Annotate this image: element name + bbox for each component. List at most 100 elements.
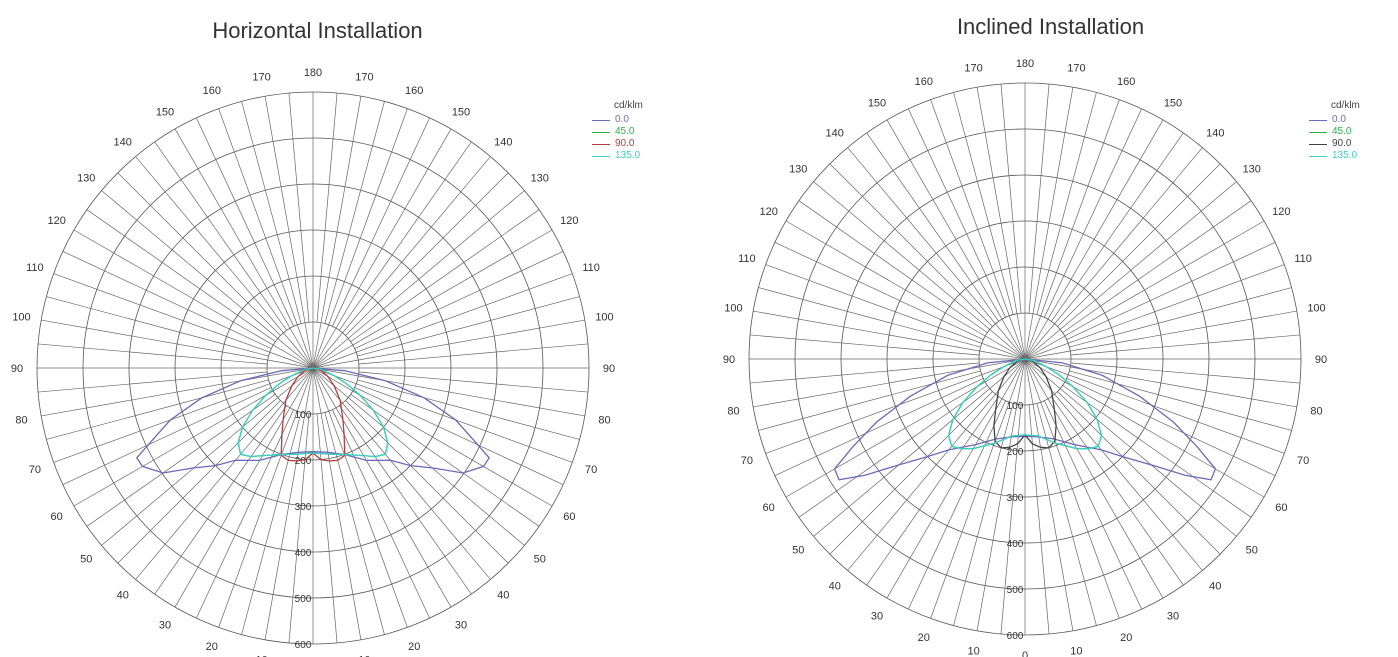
grid-spoke bbox=[312, 96, 362, 369]
grid-spoke bbox=[62, 251, 272, 349]
angle-tick-label: 60 bbox=[763, 502, 775, 514]
angle-tick-label: 120 bbox=[759, 206, 777, 218]
grid-spoke bbox=[345, 172, 509, 336]
grid-spoke bbox=[174, 367, 314, 608]
grid-spoke bbox=[312, 319, 585, 369]
angle-tick-label: 130 bbox=[77, 173, 95, 185]
legend-item: 90.0 bbox=[1309, 138, 1360, 150]
legend-label: 0.0 bbox=[615, 114, 629, 125]
grid-spoke bbox=[41, 319, 314, 369]
grid-spoke bbox=[750, 334, 980, 356]
angle-tick-label: 90 bbox=[603, 363, 615, 375]
grid-spoke bbox=[53, 273, 314, 369]
grid-spoke bbox=[218, 108, 314, 369]
grid-spoke bbox=[312, 273, 573, 369]
grid-spoke bbox=[358, 371, 588, 393]
angle-tick-label: 40 bbox=[117, 590, 129, 602]
radial-tick-label: 400 bbox=[1007, 539, 1024, 550]
grid-spoke bbox=[154, 141, 287, 331]
angle-tick-label: 90 bbox=[1315, 354, 1327, 366]
grid-spoke bbox=[135, 367, 314, 580]
grid-spoke bbox=[62, 387, 272, 485]
grid-spoke bbox=[908, 108, 1006, 318]
legend-item: 135.0 bbox=[592, 150, 643, 162]
grid-spoke bbox=[765, 358, 1026, 454]
angle-tick-label: 0 bbox=[1022, 650, 1028, 657]
angle-tick-label: 10 bbox=[358, 655, 370, 657]
grid-spoke bbox=[1069, 370, 1292, 431]
grid-spoke bbox=[196, 409, 294, 619]
grid-spoke bbox=[312, 367, 452, 608]
angle-tick-label: 140 bbox=[114, 136, 132, 148]
grid-spoke bbox=[866, 396, 999, 586]
legend-item: 90.0 bbox=[592, 138, 643, 150]
grid-spoke bbox=[241, 412, 302, 635]
grid-spoke bbox=[1024, 99, 1120, 360]
angle-tick-label: 160 bbox=[405, 85, 423, 97]
grid-spoke bbox=[785, 358, 1026, 498]
grid-spoke bbox=[847, 358, 1026, 571]
polar-grid bbox=[36, 91, 590, 645]
grid-spoke bbox=[101, 367, 314, 546]
grid-spoke bbox=[798, 385, 988, 518]
grid-spoke bbox=[339, 405, 472, 595]
grid-spoke bbox=[785, 220, 1026, 360]
legend-swatch bbox=[592, 119, 610, 121]
grid-spoke bbox=[758, 287, 981, 348]
angle-tick-label: 40 bbox=[497, 590, 509, 602]
angle-tick-label: 50 bbox=[792, 544, 804, 556]
grid-spoke bbox=[324, 101, 385, 324]
series-line-135.0 bbox=[947, 358, 1103, 450]
angle-tick-label: 130 bbox=[1243, 164, 1261, 176]
angle-tick-label: 30 bbox=[159, 619, 171, 631]
grid-spoke bbox=[1024, 147, 1203, 360]
angle-tick-label: 170 bbox=[252, 71, 270, 83]
grid-spoke bbox=[312, 367, 525, 546]
grid-spoke bbox=[847, 147, 1026, 360]
angle-tick-label: 100 bbox=[1307, 303, 1325, 315]
legend-swatch bbox=[592, 155, 610, 157]
legend-label: 90.0 bbox=[1332, 138, 1352, 149]
legend-label: 135.0 bbox=[615, 150, 641, 161]
grid-spoke bbox=[312, 229, 553, 369]
grid-spoke bbox=[753, 358, 1026, 408]
radial-tick-label: 200 bbox=[295, 456, 312, 467]
grid-spoke bbox=[829, 163, 993, 327]
grid-spoke bbox=[930, 358, 1026, 619]
grid-spoke bbox=[976, 87, 1026, 360]
angle-tick-label: 150 bbox=[452, 107, 470, 119]
radial-tick-label: 500 bbox=[1007, 585, 1024, 596]
angle-tick-label: 10 bbox=[1070, 646, 1082, 657]
grid-spoke bbox=[1062, 200, 1252, 333]
grid-spoke bbox=[1024, 87, 1074, 360]
grid-spoke bbox=[774, 378, 984, 476]
grid-spoke bbox=[953, 403, 1014, 626]
grid-spoke bbox=[332, 409, 430, 619]
grid-spoke bbox=[1036, 403, 1097, 626]
grid-spoke bbox=[312, 108, 408, 369]
angle-tick-label: 110 bbox=[738, 253, 756, 265]
angle-tick-label: 60 bbox=[563, 511, 575, 523]
grid-spoke bbox=[358, 343, 588, 365]
grid-spoke bbox=[1024, 358, 1120, 619]
grid-spoke bbox=[765, 264, 1026, 360]
grid-spoke bbox=[1036, 92, 1097, 315]
angle-tick-label: 150 bbox=[1164, 98, 1182, 110]
grid-spoke bbox=[117, 400, 281, 564]
angle-tick-label: 30 bbox=[455, 619, 467, 631]
grid-spoke bbox=[1024, 358, 1237, 537]
grid-spoke bbox=[357, 296, 580, 357]
grid-spoke bbox=[357, 379, 580, 440]
grid-spoke bbox=[866, 132, 999, 322]
grid-spoke bbox=[1024, 310, 1297, 360]
legend-swatch bbox=[1309, 119, 1327, 121]
chart-legend: cd/klm 0.0 45.0 90.0 135.0 bbox=[592, 100, 643, 162]
legend-label: 0.0 bbox=[1332, 114, 1346, 125]
grid-spoke bbox=[264, 367, 314, 640]
grid-spoke bbox=[976, 358, 1026, 631]
angle-tick-label: 150 bbox=[156, 107, 174, 119]
angle-tick-label: 50 bbox=[1246, 544, 1258, 556]
grid-spoke bbox=[1000, 84, 1022, 314]
legend-swatch bbox=[1309, 155, 1327, 157]
angle-tick-label: 40 bbox=[829, 581, 841, 593]
